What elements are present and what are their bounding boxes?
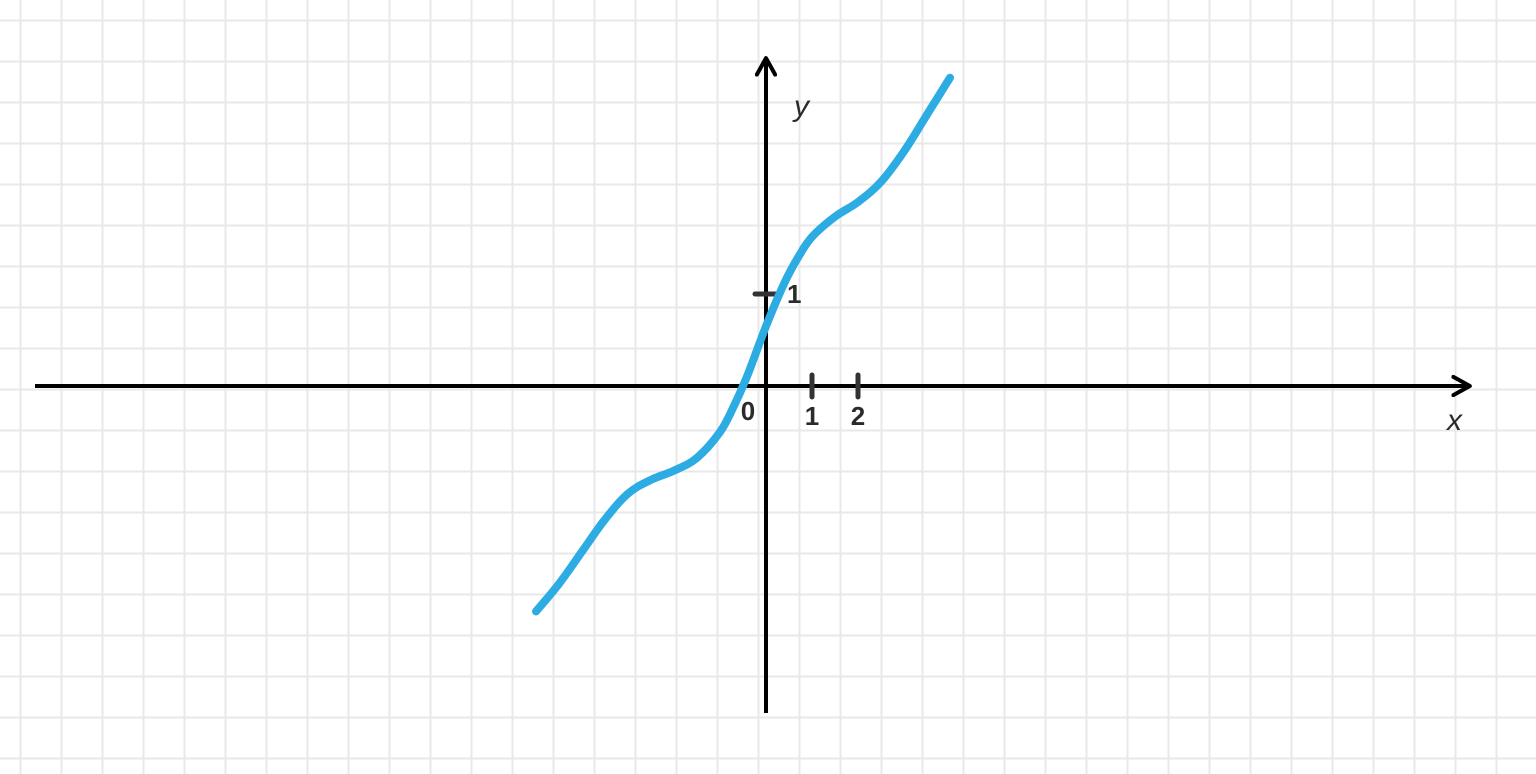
y-axis-label: y [792, 90, 811, 123]
x-axis-label: x [1445, 404, 1463, 437]
function-graph: 1 2 1 0 y x [0, 0, 1536, 774]
origin-label: 0 [741, 396, 755, 426]
x-tick-label: 1 [805, 401, 819, 431]
y-tick-label: 1 [787, 279, 801, 309]
x-tick-label: 2 [851, 401, 865, 431]
